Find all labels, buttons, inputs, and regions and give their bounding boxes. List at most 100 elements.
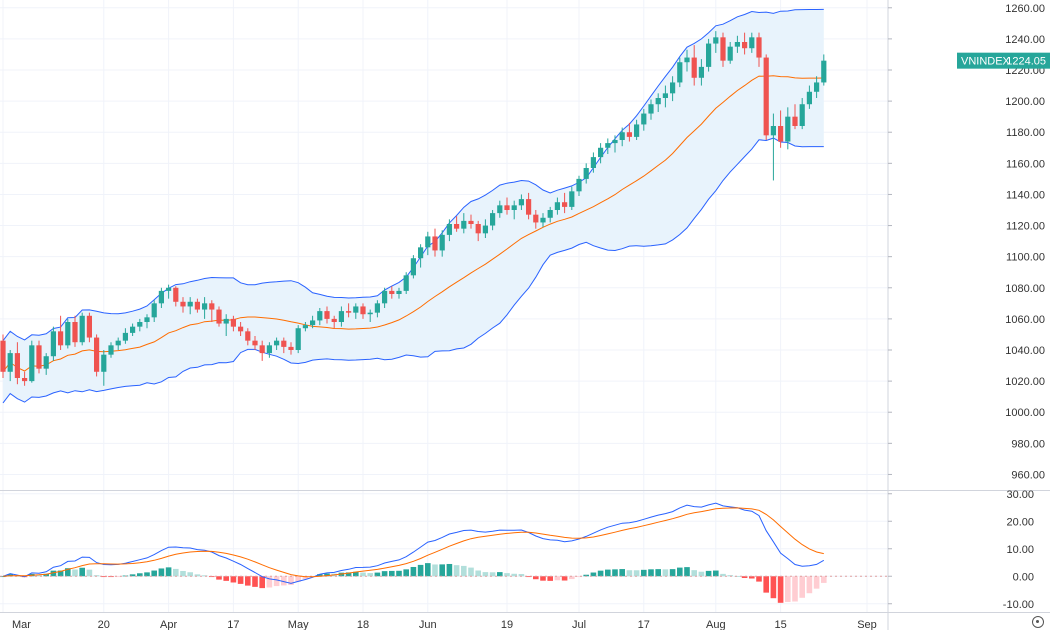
candle-body	[432, 236, 438, 251]
candle	[439, 230, 445, 257]
candle-body	[569, 191, 575, 207]
candle-body	[389, 290, 395, 294]
macd-histogram-bar	[785, 576, 791, 602]
candle	[425, 231, 431, 256]
candle-body	[403, 275, 409, 291]
macd-histogram-bar	[698, 571, 705, 577]
candle	[497, 200, 503, 218]
macd-histogram-bar	[576, 576, 582, 578]
candle-body	[281, 340, 287, 347]
candle	[691, 45, 697, 86]
candle-body	[194, 301, 200, 310]
candle-body	[310, 320, 316, 326]
candle-body	[144, 317, 150, 322]
macd-histogram-bar	[619, 569, 625, 577]
macd-histogram-bar	[389, 570, 395, 577]
macd-histogram-bar	[662, 569, 669, 577]
candle-body	[598, 147, 604, 158]
macd-histogram-bar	[237, 576, 244, 584]
candle-body	[0, 340, 6, 372]
macd-histogram-bar	[554, 576, 561, 581]
candle	[432, 228, 438, 257]
candle	[742, 32, 748, 55]
candle-body	[691, 57, 697, 78]
time-tick-label: Mar	[12, 619, 31, 630]
macd-line	[2, 502, 825, 584]
candle	[662, 85, 668, 108]
macd-histogram-bar	[489, 572, 496, 577]
candle-body	[756, 37, 762, 58]
candle-body	[749, 37, 755, 49]
candle-body	[58, 331, 64, 346]
macd-histogram-bar	[468, 567, 474, 577]
macd-histogram-bar	[259, 576, 265, 589]
candle	[648, 99, 654, 120]
settings-gear-icon[interactable]	[1032, 616, 1044, 628]
candle	[130, 323, 136, 336]
macd-histogram-bar	[180, 570, 186, 577]
candle-body	[475, 224, 481, 234]
macd-histogram-bar	[590, 572, 597, 577]
candle	[720, 32, 726, 67]
macd-histogram-bar	[813, 576, 820, 589]
candle-body	[94, 337, 100, 372]
candle-body	[806, 91, 812, 105]
candle	[562, 192, 568, 214]
candle-body	[346, 311, 352, 313]
time-tick-label: Jun	[419, 619, 437, 630]
macd-histogram-bar	[137, 573, 143, 577]
candle-body	[166, 287, 172, 291]
candle-body	[382, 290, 388, 304]
candle	[101, 350, 107, 386]
macd-histogram-bar	[453, 565, 460, 577]
candle	[274, 337, 280, 350]
macd-histogram-bar	[734, 576, 741, 577]
candle-body	[612, 140, 618, 144]
macd-histogram-bar	[79, 567, 85, 577]
candle-body	[14, 353, 20, 378]
macd-histogram-bar	[0, 576, 6, 578]
macd-histogram-bar	[93, 575, 100, 577]
candle-body	[821, 60, 827, 83]
candle	[29, 340, 35, 383]
macd-histogram-bar	[353, 571, 359, 577]
candle	[346, 303, 352, 318]
macd-histogram-bar	[266, 576, 273, 588]
candle-body	[151, 303, 157, 318]
macd-tick-label: -10.00	[1003, 599, 1034, 611]
candle-body	[662, 93, 668, 98]
macd-histogram-bar	[482, 572, 489, 577]
candle-body	[29, 345, 35, 382]
candle	[317, 308, 323, 326]
macd-histogram-bar	[273, 576, 280, 587]
candle	[540, 213, 546, 228]
candle-body	[554, 202, 560, 210]
candle	[605, 138, 611, 154]
candle-body	[302, 325, 308, 329]
candle	[713, 31, 719, 53]
macd-histogram-bar	[475, 570, 481, 577]
candles	[0, 31, 827, 386]
candle	[799, 98, 805, 130]
candle	[814, 76, 820, 98]
macd-histogram-bar	[194, 574, 201, 577]
macd-histogram-bar	[655, 569, 661, 577]
candle	[454, 216, 460, 232]
time-tick-label: Jul	[572, 619, 586, 630]
candle	[65, 318, 71, 349]
candle-body	[79, 315, 85, 343]
macd-histogram-bar	[129, 574, 136, 577]
macd-histogram-bar	[612, 569, 618, 577]
candle-body	[727, 46, 733, 61]
candle-body	[374, 303, 380, 313]
candle	[360, 303, 366, 319]
candle	[670, 76, 676, 102]
candle	[353, 303, 359, 319]
macd-histogram-bar	[86, 569, 93, 577]
candle	[295, 325, 301, 354]
macd-histogram-bar	[295, 576, 301, 582]
macd-histogram-bar	[705, 570, 712, 577]
